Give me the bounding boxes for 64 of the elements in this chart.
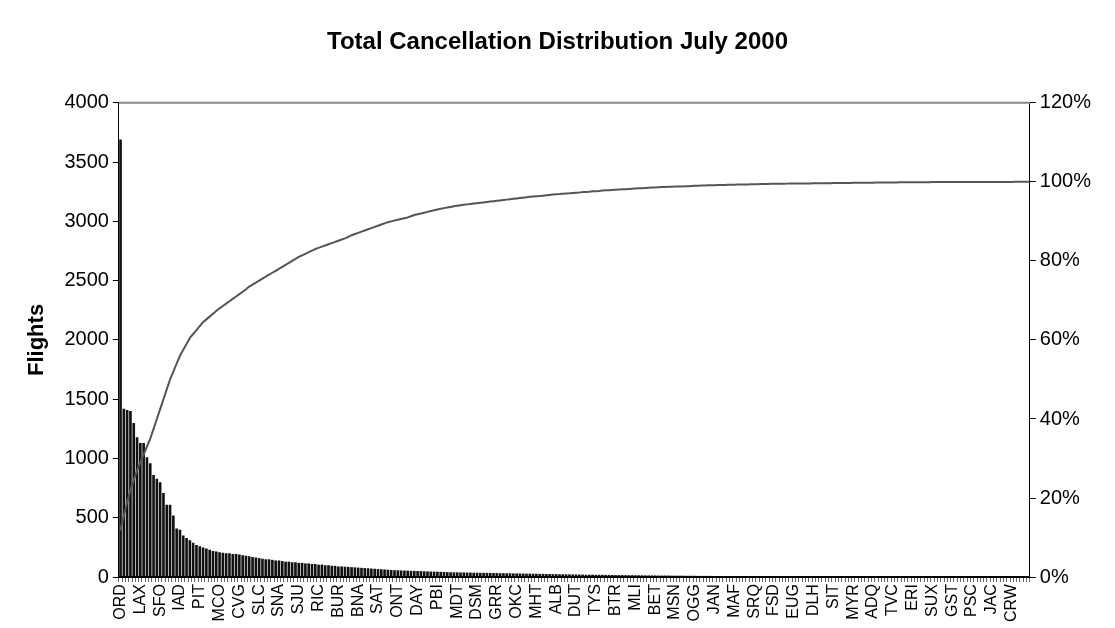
x-tick-label: ONT — [388, 583, 406, 618]
chart-title: Total Cancellation Distribution July 2000 — [327, 27, 788, 55]
y-axis-title: Flights — [23, 303, 49, 376]
x-tick-label: MLI — [625, 584, 643, 611]
x-tick-label: OKC — [507, 584, 525, 619]
x-tick-label: MSN — [665, 584, 683, 620]
y-tick-label: 0 — [97, 564, 109, 587]
y2-tick-label: 80% — [1039, 248, 1081, 271]
x-tick-label: TYS — [586, 584, 604, 616]
x-tick-label: BUR — [328, 584, 346, 618]
x-tick-label: ERI — [903, 584, 921, 611]
x-tick-label: CRW — [1002, 583, 1020, 622]
x-tick-label: PIT — [190, 583, 208, 609]
x-tick-label: MHT — [526, 583, 544, 619]
x-tick-label: DAY — [408, 583, 425, 616]
x-tick-label: ORD — [110, 584, 128, 620]
x-tick-label: CVG — [229, 584, 247, 619]
x-tick-label: DUT — [566, 583, 584, 617]
y-tick-label: 3000 — [64, 208, 109, 231]
x-tick-label: JAC — [982, 584, 1000, 615]
x-tick-label: SFO — [150, 584, 168, 617]
y-tick-label: 3500 — [64, 149, 109, 172]
x-tick-label: MYR — [843, 584, 861, 620]
x-tick-label: ALB — [546, 584, 564, 615]
y2-tick-label: 40% — [1039, 406, 1081, 429]
x-tick-label: GST — [942, 583, 960, 617]
x-tick-label: MAF — [724, 583, 742, 618]
y-tick-label: 2500 — [64, 268, 109, 291]
x-tick-label: SAT — [368, 583, 386, 615]
x-tick-label: RIC — [308, 584, 326, 612]
x-tick-label: BET — [645, 583, 663, 616]
x-tick-label: FSD — [764, 584, 782, 617]
y2-tick-label: 0% — [1039, 564, 1069, 587]
x-tick-label: PBI — [427, 584, 445, 610]
x-tick-label: SRQ — [744, 584, 762, 619]
y-tick-label: 4000 — [64, 90, 109, 113]
x-tick-label: SJU — [289, 584, 307, 615]
x-tick-label: JAN — [705, 584, 723, 615]
y2-tick-label: 20% — [1039, 485, 1081, 508]
x-tick-label: IAD — [170, 584, 188, 611]
y2-tick-label: 120% — [1039, 90, 1092, 113]
y2-tick-label: 100% — [1039, 169, 1092, 192]
x-tick-label: PSC — [962, 584, 980, 617]
x-tick-label: OGG — [685, 584, 703, 622]
x-tick-label: DLH — [804, 584, 822, 617]
x-tick-label: SIT — [823, 583, 841, 609]
x-tick-label: SLC — [249, 584, 267, 616]
y-tick-label: 500 — [75, 505, 109, 528]
y-tick-label: 2000 — [64, 327, 109, 350]
y-tick-label: 1500 — [64, 386, 109, 409]
x-tick-label: BNA — [348, 583, 366, 617]
x-tick-label: MDT — [447, 583, 465, 619]
x-tick-label: BTR — [606, 584, 624, 617]
x-tick-label: EUG — [784, 584, 802, 619]
x-tick-label: GRR — [487, 584, 505, 620]
x-tick-label: SUX — [922, 583, 940, 617]
x-tick-label: SNA — [269, 583, 287, 617]
y-tick-label: 1000 — [64, 446, 109, 469]
x-tick-label: LAX — [130, 583, 148, 615]
x-tick-label: DSM — [467, 584, 485, 620]
y2-tick-label: 60% — [1039, 327, 1081, 350]
x-tick-label: MCO — [209, 584, 227, 622]
x-tick-label: ADQ — [863, 584, 881, 619]
x-tick-label: TVC — [883, 584, 901, 617]
